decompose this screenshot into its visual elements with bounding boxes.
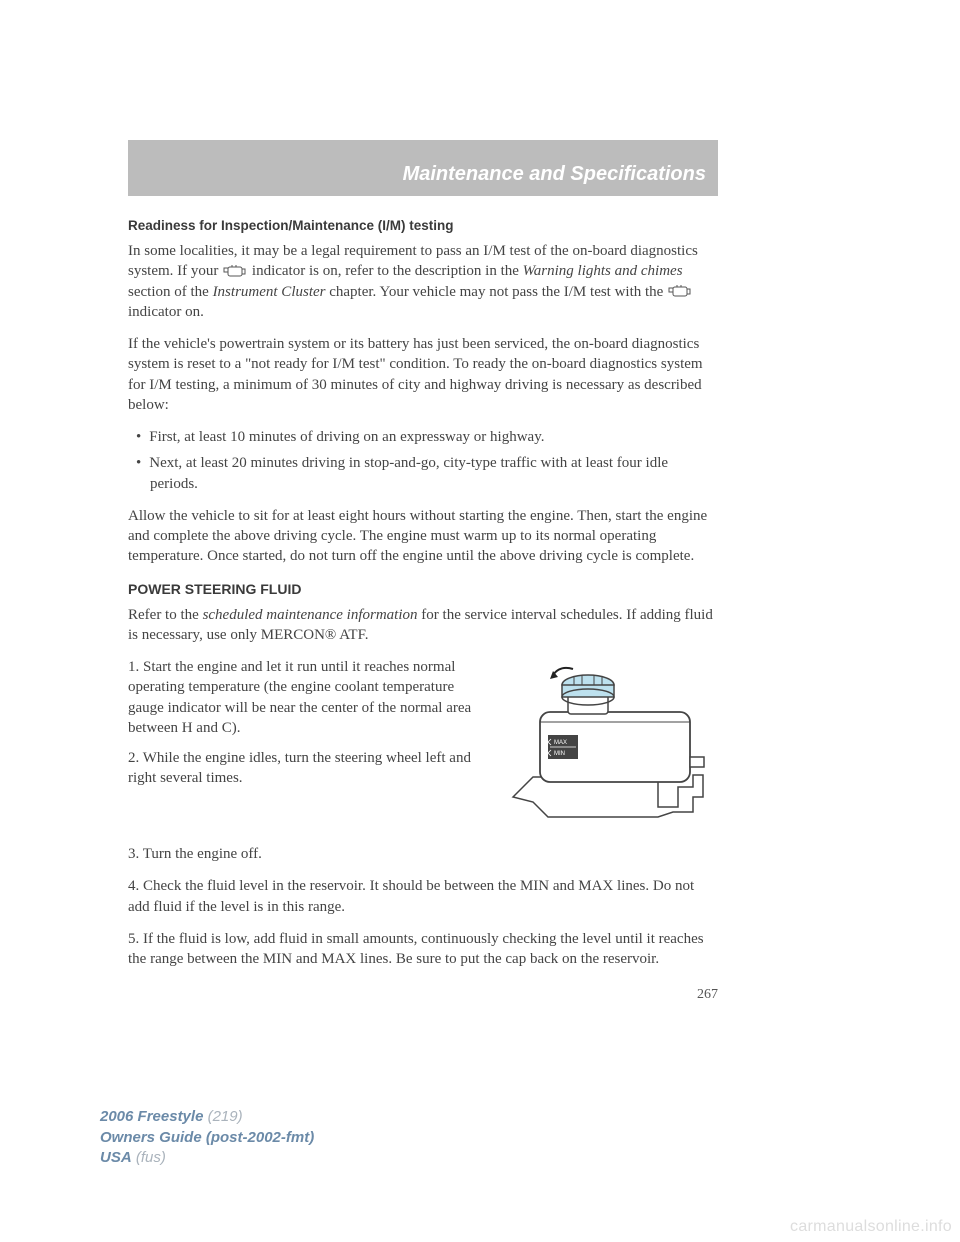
text-run: section of the [128,284,213,300]
footer-region-code: (fus) [136,1149,166,1166]
chapter-title: Maintenance and Specifications [403,163,706,186]
text-run: chapter. Your vehicle may not pass the I… [329,284,667,300]
step-3: 3. Turn the engine off. [128,844,718,864]
watermark: carmanualsonline.info [790,1218,952,1236]
document-page: Maintenance and Specifications Readiness… [128,140,718,1003]
footer-model: 2006 Freestyle [100,1108,203,1125]
text-run: indicator is on, refer to the descriptio… [252,263,523,279]
text-run-italic: scheduled maintenance information [203,607,418,623]
footer-line-2: Owners Guide (post-2002-fmt) [100,1128,314,1148]
footer-line-1: 2006 Freestyle (219) [100,1107,314,1127]
step-5: 5. If the fluid is low, add fluid in sma… [128,929,718,970]
reservoir-illustration: MAX MIN [498,657,718,832]
figure-text-column: 1. Start the engine and let it run until… [128,657,480,832]
step-2: 2. While the engine idles, turn the stee… [128,748,480,789]
list-item: Next, at least 20 minutes driving in sto… [128,453,718,494]
footer-block: 2006 Freestyle (219) Owners Guide (post-… [100,1107,314,1168]
text-run-italic: Instrument Cluster [213,284,326,300]
svg-text:MIN: MIN [554,751,565,757]
section-heading-psf: POWER STEERING FLUID [128,581,718,597]
svg-text:MAX: MAX [554,740,567,746]
paragraph-im-cycle: Allow the vehicle to sit for at least ei… [128,506,718,567]
text-run: indicator on. [128,304,204,320]
chapter-header-bar: Maintenance and Specifications [128,140,718,196]
paragraph-psf-intro: Refer to the scheduled maintenance infor… [128,605,718,646]
footer-line-3: USA (fus) [100,1148,314,1168]
list-item: First, at least 10 minutes of driving on… [128,427,718,447]
page-number: 267 [128,987,718,1003]
subsection-heading-im: Readiness for Inspection/Maintenance (I/… [128,218,718,233]
text-run-italic: Warning lights and chimes [523,263,683,279]
paragraph-im-reset: If the vehicle's powertrain system or it… [128,334,718,415]
paragraph-im-intro: In some localities, it may be a legal re… [128,241,718,322]
engine-icon [667,285,693,299]
engine-icon [222,265,248,279]
footer-region: USA [100,1149,132,1166]
step-1: 1. Start the engine and let it run until… [128,657,480,738]
text-run: Refer to the [128,607,203,623]
bullet-list-driving: First, at least 10 minutes of driving on… [128,427,718,494]
footer-code: (219) [208,1108,243,1125]
figure-row: 1. Start the engine and let it run until… [128,657,718,832]
step-4: 4. Check the fluid level in the reservoi… [128,876,718,917]
